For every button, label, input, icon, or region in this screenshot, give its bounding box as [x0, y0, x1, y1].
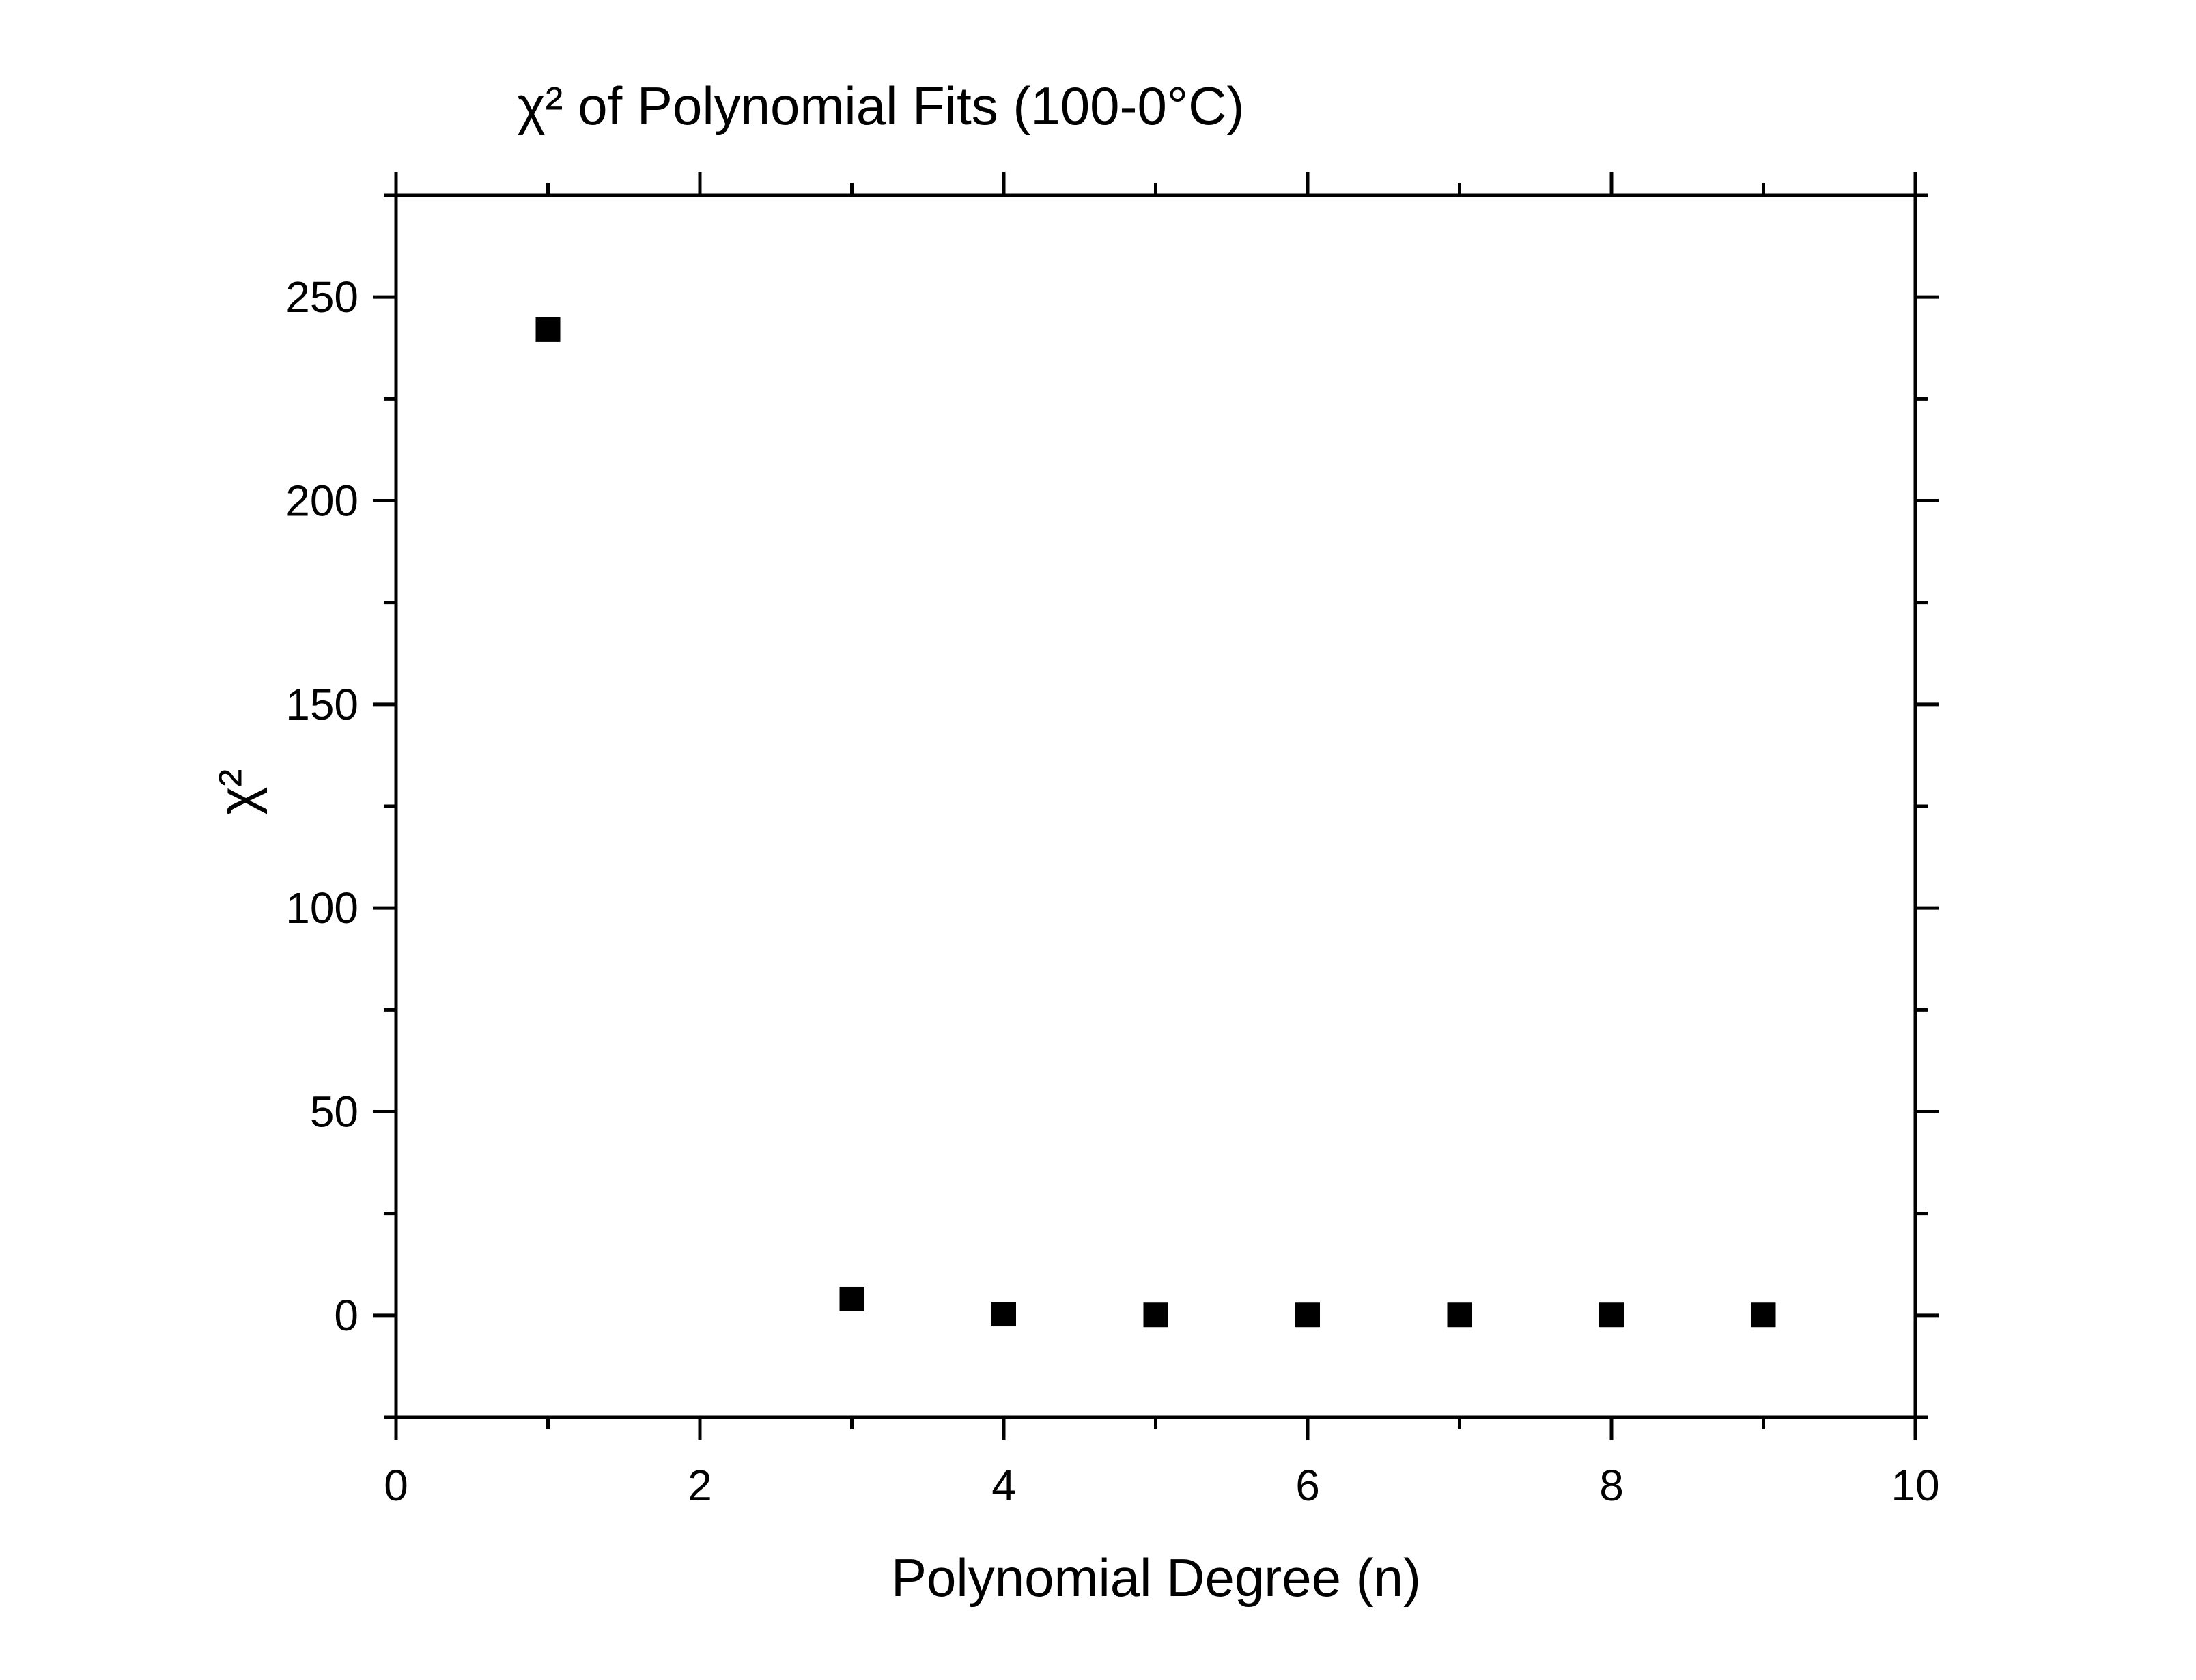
- plot-border: [394, 193, 1917, 1419]
- data-points: [535, 317, 1776, 1328]
- data-point: [1143, 1302, 1168, 1328]
- y-tick-label: 250: [285, 272, 358, 322]
- y-axis-ticks: 0 50 100 150 200 250: [285, 193, 1939, 1419]
- plot-frame: [394, 193, 1917, 1419]
- data-point: [1295, 1302, 1320, 1328]
- chart-title: χ² of Polynomial Fits (100-0°C): [518, 76, 1245, 136]
- y-axis-label: χ²: [208, 769, 268, 815]
- x-axis-ticks: 0 2 4 6 8 10: [384, 172, 1940, 1510]
- data-point: [839, 1286, 864, 1311]
- x-axis-label: Polynomial Degree (n): [891, 1548, 1421, 1608]
- y-tick-label: 200: [285, 476, 358, 526]
- x-tick-label: 10: [1891, 1461, 1939, 1510]
- x-tick-label: 0: [384, 1461, 408, 1510]
- data-point: [535, 317, 561, 342]
- x-tick-label: 2: [688, 1461, 712, 1510]
- data-point: [1599, 1302, 1624, 1328]
- data-point: [1447, 1302, 1472, 1328]
- data-point: [1751, 1302, 1776, 1328]
- y-tick-label: 50: [310, 1087, 358, 1137]
- data-point: [991, 1302, 1016, 1327]
- x-tick-label: 4: [991, 1461, 1016, 1510]
- x-tick-label: 6: [1295, 1461, 1320, 1510]
- x-tick-label: 8: [1599, 1461, 1624, 1510]
- y-tick-label: 0: [334, 1291, 358, 1340]
- y-tick-label: 150: [285, 680, 358, 729]
- y-tick-label: 100: [285, 883, 358, 932]
